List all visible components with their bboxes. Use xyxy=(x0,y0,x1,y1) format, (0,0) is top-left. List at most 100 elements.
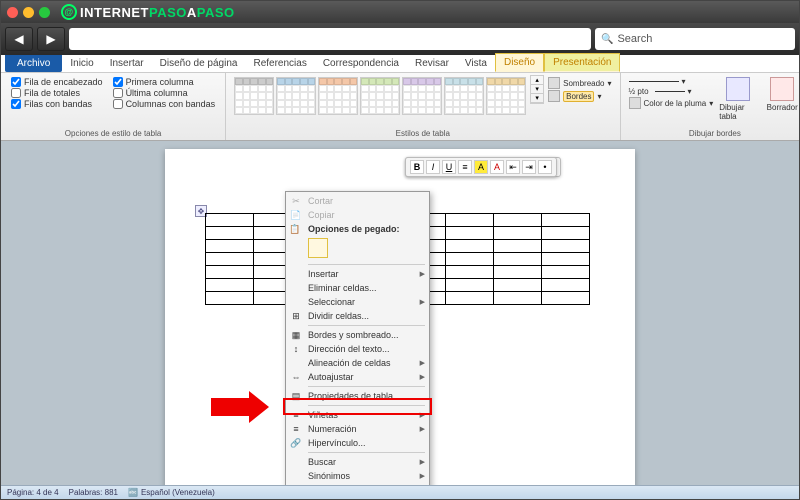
eraser-icon xyxy=(770,77,794,101)
context-menu: ✂Cortar 📄Copiar 📋Opciones de pegado: Ins… xyxy=(285,191,430,485)
bullets-ctx-icon: ≡ xyxy=(289,408,303,422)
status-words[interactable]: Palabras: 881 xyxy=(69,488,118,497)
style-thumb[interactable] xyxy=(318,77,358,115)
ctx-paste-option[interactable] xyxy=(286,236,429,262)
text-dir-icon: ↕ xyxy=(289,342,303,356)
group-draw-borders: ▾ ½ pto ▾ Color de la pluma ▾ Dibujar ta… xyxy=(621,73,800,140)
gallery-scroll[interactable]: ▴▾▾ xyxy=(530,75,544,104)
style-gallery[interactable] xyxy=(232,75,528,117)
logo-text-4: PASO xyxy=(197,5,235,20)
align-icon[interactable]: ≡ xyxy=(458,160,472,174)
ctx-select[interactable]: Seleccionar▶ xyxy=(286,295,429,309)
style-thumb[interactable] xyxy=(444,77,484,115)
tab-diseno[interactable]: Diseño xyxy=(495,53,544,72)
status-page[interactable]: Página: 4 de 4 xyxy=(7,488,59,497)
group-table-styles: ▴▾▾ Sombreado ▾ Bordes ▾ Estilos de tabl… xyxy=(226,73,620,140)
indent-inc-icon[interactable]: ⇥ xyxy=(522,160,536,174)
ribbon: Fila de encabezado Fila de totales Filas… xyxy=(1,73,799,141)
ctx-autofit[interactable]: ⇔Autoajustar▶ xyxy=(286,370,429,384)
chk-banded-rows[interactable]: Filas con bandas xyxy=(11,99,103,109)
link-icon: 🔗 xyxy=(289,436,303,450)
ctx-numbering[interactable]: ≡Numeración▶ xyxy=(286,422,429,436)
style-thumb[interactable] xyxy=(234,77,274,115)
group-label-draw: Dibujar bordes xyxy=(627,128,800,138)
ctx-bullets[interactable]: ≡Viñetas▶ xyxy=(286,408,429,422)
line-weight-dropdown[interactable]: ½ pto ▾ xyxy=(629,87,714,96)
logo-text-2: PASO xyxy=(149,5,187,20)
split-icon: ⊞ xyxy=(289,309,303,323)
style-thumb[interactable] xyxy=(276,77,316,115)
line-style-dropdown[interactable]: ▾ xyxy=(629,77,714,86)
close-window-button[interactable] xyxy=(7,7,18,18)
ctx-insert[interactable]: Insertar▶ xyxy=(286,267,429,281)
chk-banded-cols[interactable]: Columnas con bandas xyxy=(113,99,216,109)
style-thumb[interactable] xyxy=(402,77,442,115)
forward-button[interactable]: ▶ xyxy=(37,27,65,51)
minimize-window-button[interactable] xyxy=(23,7,34,18)
tab-inicio[interactable]: Inicio xyxy=(62,55,101,72)
draw-table-icon xyxy=(726,77,750,101)
logo-text-3: A xyxy=(187,5,197,20)
status-bar: Página: 4 de 4 Palabras: 881 🔤 Español (… xyxy=(1,485,799,499)
ctx-split-cells[interactable]: ⊞Dividir celdas... xyxy=(286,309,429,323)
browser-window: @ INTERNETPASOAPASO ◀ ▶ Search Archivo I… xyxy=(0,0,800,500)
search-input[interactable]: Search xyxy=(595,28,795,50)
back-button[interactable]: ◀ xyxy=(5,27,33,51)
underline-icon[interactable]: U xyxy=(442,160,456,174)
site-logo: @ INTERNETPASOAPASO xyxy=(61,4,235,20)
shading-dropdown[interactable]: Sombreado ▾ xyxy=(548,77,611,89)
ctx-borders-shading[interactable]: ▦Bordes y sombreado... xyxy=(286,328,429,342)
autofit-icon: ⇔ xyxy=(289,370,303,384)
tab-presentacion[interactable]: Presentación xyxy=(544,53,620,72)
borders-shading-icon: ▦ xyxy=(289,328,303,342)
ctx-paste-header: 📋Opciones de pegado: xyxy=(286,222,429,236)
chk-header-row[interactable]: Fila de encabezado xyxy=(11,77,103,87)
tab-diseno-pagina[interactable]: Diseño de página xyxy=(152,55,246,72)
ctx-text-direction[interactable]: ↕Dirección del texto... xyxy=(286,342,429,356)
borders-icon xyxy=(548,90,560,102)
tab-file[interactable]: Archivo xyxy=(5,55,62,72)
logo-icon: @ xyxy=(61,4,77,20)
pen-color-dropdown[interactable]: Color de la pluma ▾ xyxy=(629,97,714,109)
pen-icon xyxy=(629,97,641,109)
ctx-cell-alignment[interactable]: Alineación de celdas▶ xyxy=(286,356,429,370)
bullets-icon[interactable]: • xyxy=(538,160,552,174)
maximize-window-button[interactable] xyxy=(39,7,50,18)
highlight-icon[interactable]: A xyxy=(474,160,488,174)
ctx-copy[interactable]: 📄Copiar xyxy=(286,208,429,222)
ctx-delete-cells[interactable]: Eliminar celdas... xyxy=(286,281,429,295)
tab-vista[interactable]: Vista xyxy=(457,55,495,72)
draw-table-button[interactable]: Dibujar tabla xyxy=(717,75,759,123)
style-thumb[interactable] xyxy=(486,77,526,115)
font-color-icon[interactable]: A xyxy=(490,160,504,174)
url-input[interactable] xyxy=(69,28,591,50)
tab-revisar[interactable]: Revisar xyxy=(407,55,457,72)
browser-nav-bar: ◀ ▶ Search xyxy=(1,23,799,55)
status-lang[interactable]: 🔤 Español (Venezuela) xyxy=(128,488,215,497)
paste-icon: 📋 xyxy=(289,224,303,238)
italic-icon[interactable]: I xyxy=(426,160,440,174)
copy-icon: 📄 xyxy=(289,208,303,222)
chk-total-row[interactable]: Fila de totales xyxy=(11,88,103,98)
group-label-styles: Estilos de tabla xyxy=(232,128,613,138)
tab-referencias[interactable]: Referencias xyxy=(245,55,314,72)
browser-titlebar: @ INTERNETPASOAPASO xyxy=(1,1,799,23)
bold-icon[interactable]: B xyxy=(410,160,424,174)
borders-dropdown[interactable]: Bordes ▾ xyxy=(548,90,611,102)
indent-dec-icon[interactable]: ⇤ xyxy=(506,160,520,174)
tab-correspondencia[interactable]: Correspondencia xyxy=(315,55,407,72)
eraser-button[interactable]: Borrador xyxy=(761,75,800,114)
chk-first-col[interactable]: Primera columna xyxy=(113,77,216,87)
chk-last-col[interactable]: Última columna xyxy=(113,88,216,98)
ctx-search[interactable]: Buscar▶ xyxy=(286,455,429,469)
group-style-options: Fila de encabezado Fila de totales Filas… xyxy=(1,73,226,140)
tab-insertar[interactable]: Insertar xyxy=(102,55,152,72)
numbering-icon: ≡ xyxy=(289,422,303,436)
ctx-cut[interactable]: ✂Cortar xyxy=(286,194,429,208)
ctx-synonyms[interactable]: Sinónimos▶ xyxy=(286,469,429,483)
properties-icon: ▤ xyxy=(289,389,303,403)
arrow-annotation xyxy=(211,398,251,416)
ctx-hyperlink[interactable]: 🔗Hipervínculo... xyxy=(286,436,429,450)
ctx-table-properties[interactable]: ▤Propiedades de tabla... xyxy=(286,389,429,403)
style-thumb[interactable] xyxy=(360,77,400,115)
